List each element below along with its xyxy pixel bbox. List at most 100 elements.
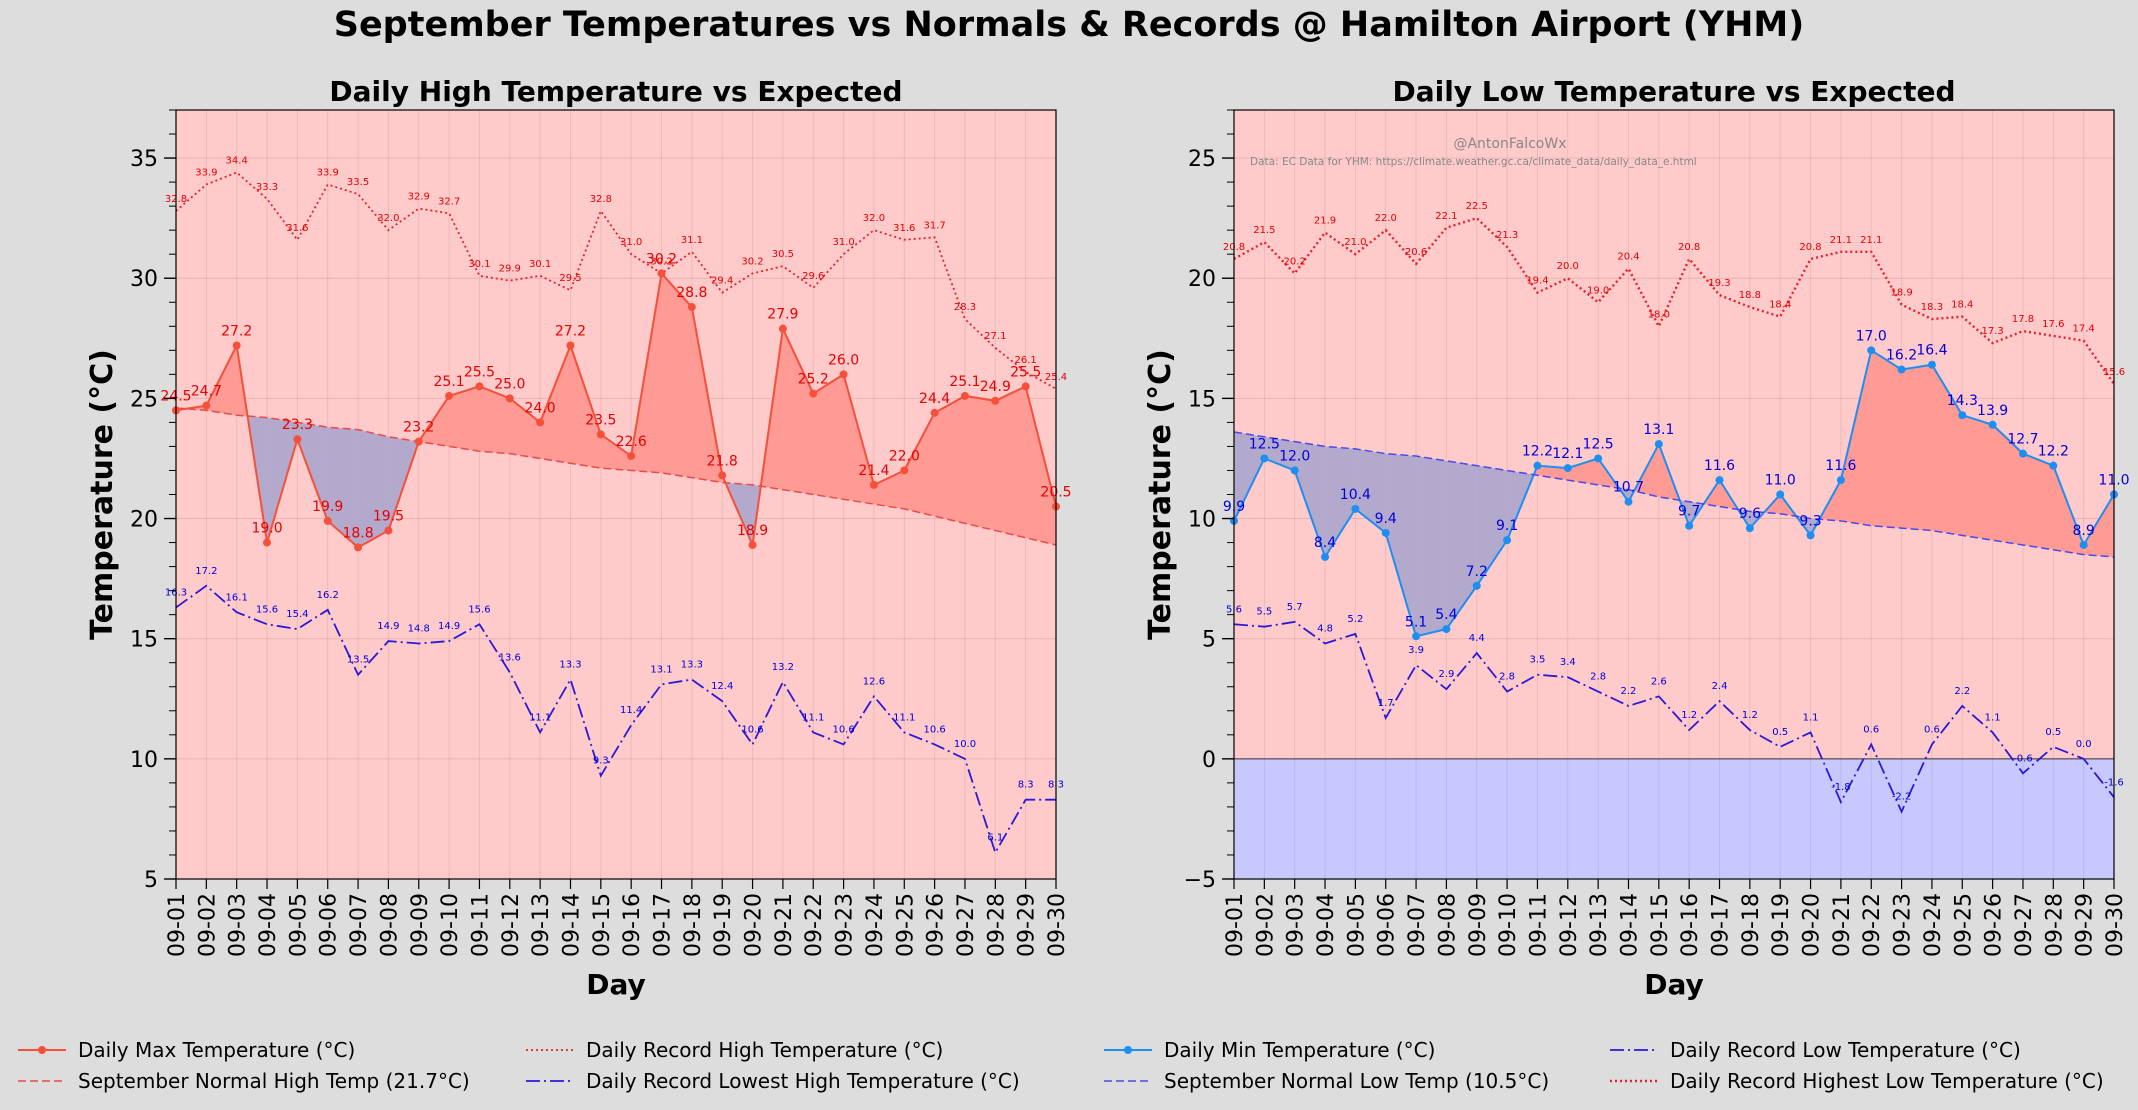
fill-below-normal — [1325, 446, 1356, 557]
data-label-reclow: 15.6 — [256, 604, 278, 615]
data-label-rechighlow: 18.8 — [1739, 290, 1761, 301]
fill-above-normal — [1537, 465, 1568, 481]
data-label-reclow: 5.2 — [1347, 614, 1363, 625]
data-label-rechighlow: 18.3 — [1921, 302, 1943, 313]
data-label-rechigh: 26.1 — [1015, 355, 1037, 366]
data-label-min: 10.4 — [1340, 487, 1371, 503]
data-label-reclow: 0.6 — [1924, 724, 1940, 735]
data-label-rechighlow: 18.4 — [1769, 300, 1791, 311]
data-point-min — [1685, 521, 1694, 530]
x-tick-label: 09-08 — [1435, 893, 1460, 957]
data-label-reclow: 4.8 — [1317, 623, 1333, 634]
x-tick-label: 09-16 — [620, 893, 645, 957]
data-label-max: 23.5 — [585, 412, 616, 428]
data-label-reclow: 16.2 — [317, 590, 339, 601]
x-tick-label: 09-18 — [681, 893, 706, 957]
y-tick-label: −5 — [1184, 868, 1216, 893]
data-label-min: 10.7 — [1613, 480, 1644, 496]
data-label-max: 19.9 — [312, 499, 343, 515]
data-label-max: 25.0 — [494, 376, 525, 392]
x-tick-label: 09-05 — [1344, 893, 1369, 957]
fill-below-normal — [1446, 460, 1477, 630]
x-tick-label: 09-28 — [2042, 893, 2067, 957]
legend-label: Daily Min Temperature (°C) — [1164, 1038, 1435, 1062]
data-point-max — [445, 391, 454, 400]
data-label-min: 9.1 — [1496, 518, 1518, 534]
x-tick-label: 09-09 — [1466, 893, 1491, 957]
fill-above-normal — [1901, 364, 1932, 531]
x-tick-label: 09-09 — [408, 893, 433, 957]
x-tick-label: 09-29 — [2073, 893, 2098, 957]
data-label-min: 14.3 — [1947, 393, 1978, 409]
data-point-min — [1381, 528, 1390, 537]
y-tick-label: 10 — [1188, 508, 1216, 533]
data-label-reclow: 16.1 — [226, 592, 248, 603]
legend-label: Daily Record Highest Low Temperature (°C… — [1670, 1069, 2104, 1093]
data-label-rechighlow: 20.0 — [1557, 261, 1579, 272]
data-point-max — [930, 408, 939, 417]
x-tick-label: 09-13 — [1587, 893, 1612, 957]
x-tick-label: 09-04 — [256, 893, 281, 957]
data-point-max — [384, 526, 393, 535]
data-point-min — [1836, 476, 1845, 485]
data-label-reclow: 13.1 — [650, 664, 672, 675]
fill-below-normal — [358, 429, 389, 548]
data-label-max: 19.0 — [251, 521, 282, 537]
fill-above-normal — [2083, 494, 2114, 557]
data-label-rechigh: 29.6 — [802, 271, 824, 282]
x-tick-label: 09-27 — [2012, 893, 2037, 957]
data-label-reclow: 8.3 — [1018, 780, 1034, 791]
data-point-min — [1594, 454, 1603, 463]
data-label-max: 24.4 — [919, 391, 950, 407]
x-tick-label: 09-15 — [1648, 893, 1673, 957]
data-label-max: 25.5 — [1010, 364, 1041, 380]
x-tick-label: 09-20 — [742, 893, 767, 957]
series-line-normhigh — [175, 407, 1057, 546]
fill-above-normal — [509, 398, 541, 459]
data-label-rechigh: 33.9 — [317, 167, 339, 178]
data-label-min: 7.2 — [1466, 564, 1488, 580]
data-label-rechighlow: 19.3 — [1708, 278, 1730, 289]
data-label-reclow: 2.2 — [1621, 686, 1637, 697]
fill-above-normal — [1567, 458, 1599, 485]
x-tick-label: 09-01 — [1223, 893, 1248, 957]
data-label-rechigh: 33.3 — [256, 182, 278, 193]
data-point-min — [1442, 625, 1451, 634]
x-tick-label: 09-03 — [1284, 893, 1309, 957]
data-point-max — [232, 341, 241, 350]
data-label-rechigh: 32.7 — [438, 196, 460, 207]
fill-below-normal — [1264, 436, 1295, 471]
x-tick-label: 09-23 — [833, 893, 858, 957]
fill-below-normal — [1416, 456, 1447, 637]
y-tick-label: 30 — [130, 267, 158, 292]
data-label-reclow: -2.2 — [1892, 792, 1912, 803]
x-tick-label: 09-25 — [893, 893, 918, 957]
data-label-min: 11.0 — [1765, 473, 1796, 489]
legend-label: Daily Max Temperature (°C) — [78, 1038, 355, 1062]
data-label-rechigh: 29.9 — [499, 264, 521, 275]
data-label-rechigh: 28.3 — [954, 302, 976, 313]
data-label-min: 9.3 — [1799, 513, 1821, 529]
legend-left: Daily Max Temperature (°C) Daily Record H… — [18, 1038, 1020, 1093]
x-tick-label: 09-20 — [1800, 893, 1825, 957]
fill-above-normal — [206, 345, 237, 416]
data-point-min — [1412, 632, 1421, 641]
data-label-min: 12.5 — [1583, 436, 1614, 452]
y-tick-label: 15 — [130, 628, 158, 653]
x-tick-label: 09-26 — [924, 893, 949, 957]
fill-below-normal — [297, 422, 328, 521]
x-tick-label: 09-11 — [1526, 893, 1551, 957]
legend-label: Daily Record High Temperature (°C) — [586, 1038, 943, 1062]
data-point-min — [1958, 411, 1967, 420]
fill-above-normal — [479, 386, 510, 454]
fill-above-normal — [995, 386, 1026, 538]
data-label-reclow: 13.3 — [559, 660, 581, 671]
data-label-reclow: 4.4 — [1469, 633, 1485, 644]
data-label-reclow: 14.8 — [408, 623, 430, 634]
data-point-max — [202, 401, 211, 410]
data-label-reclow: 15.6 — [468, 604, 490, 615]
fill-below-normal — [1294, 441, 1326, 557]
data-label-rechigh: 30.1 — [529, 259, 551, 270]
data-label-max: 18.8 — [342, 525, 373, 541]
data-label-min: 13.1 — [1643, 422, 1674, 438]
